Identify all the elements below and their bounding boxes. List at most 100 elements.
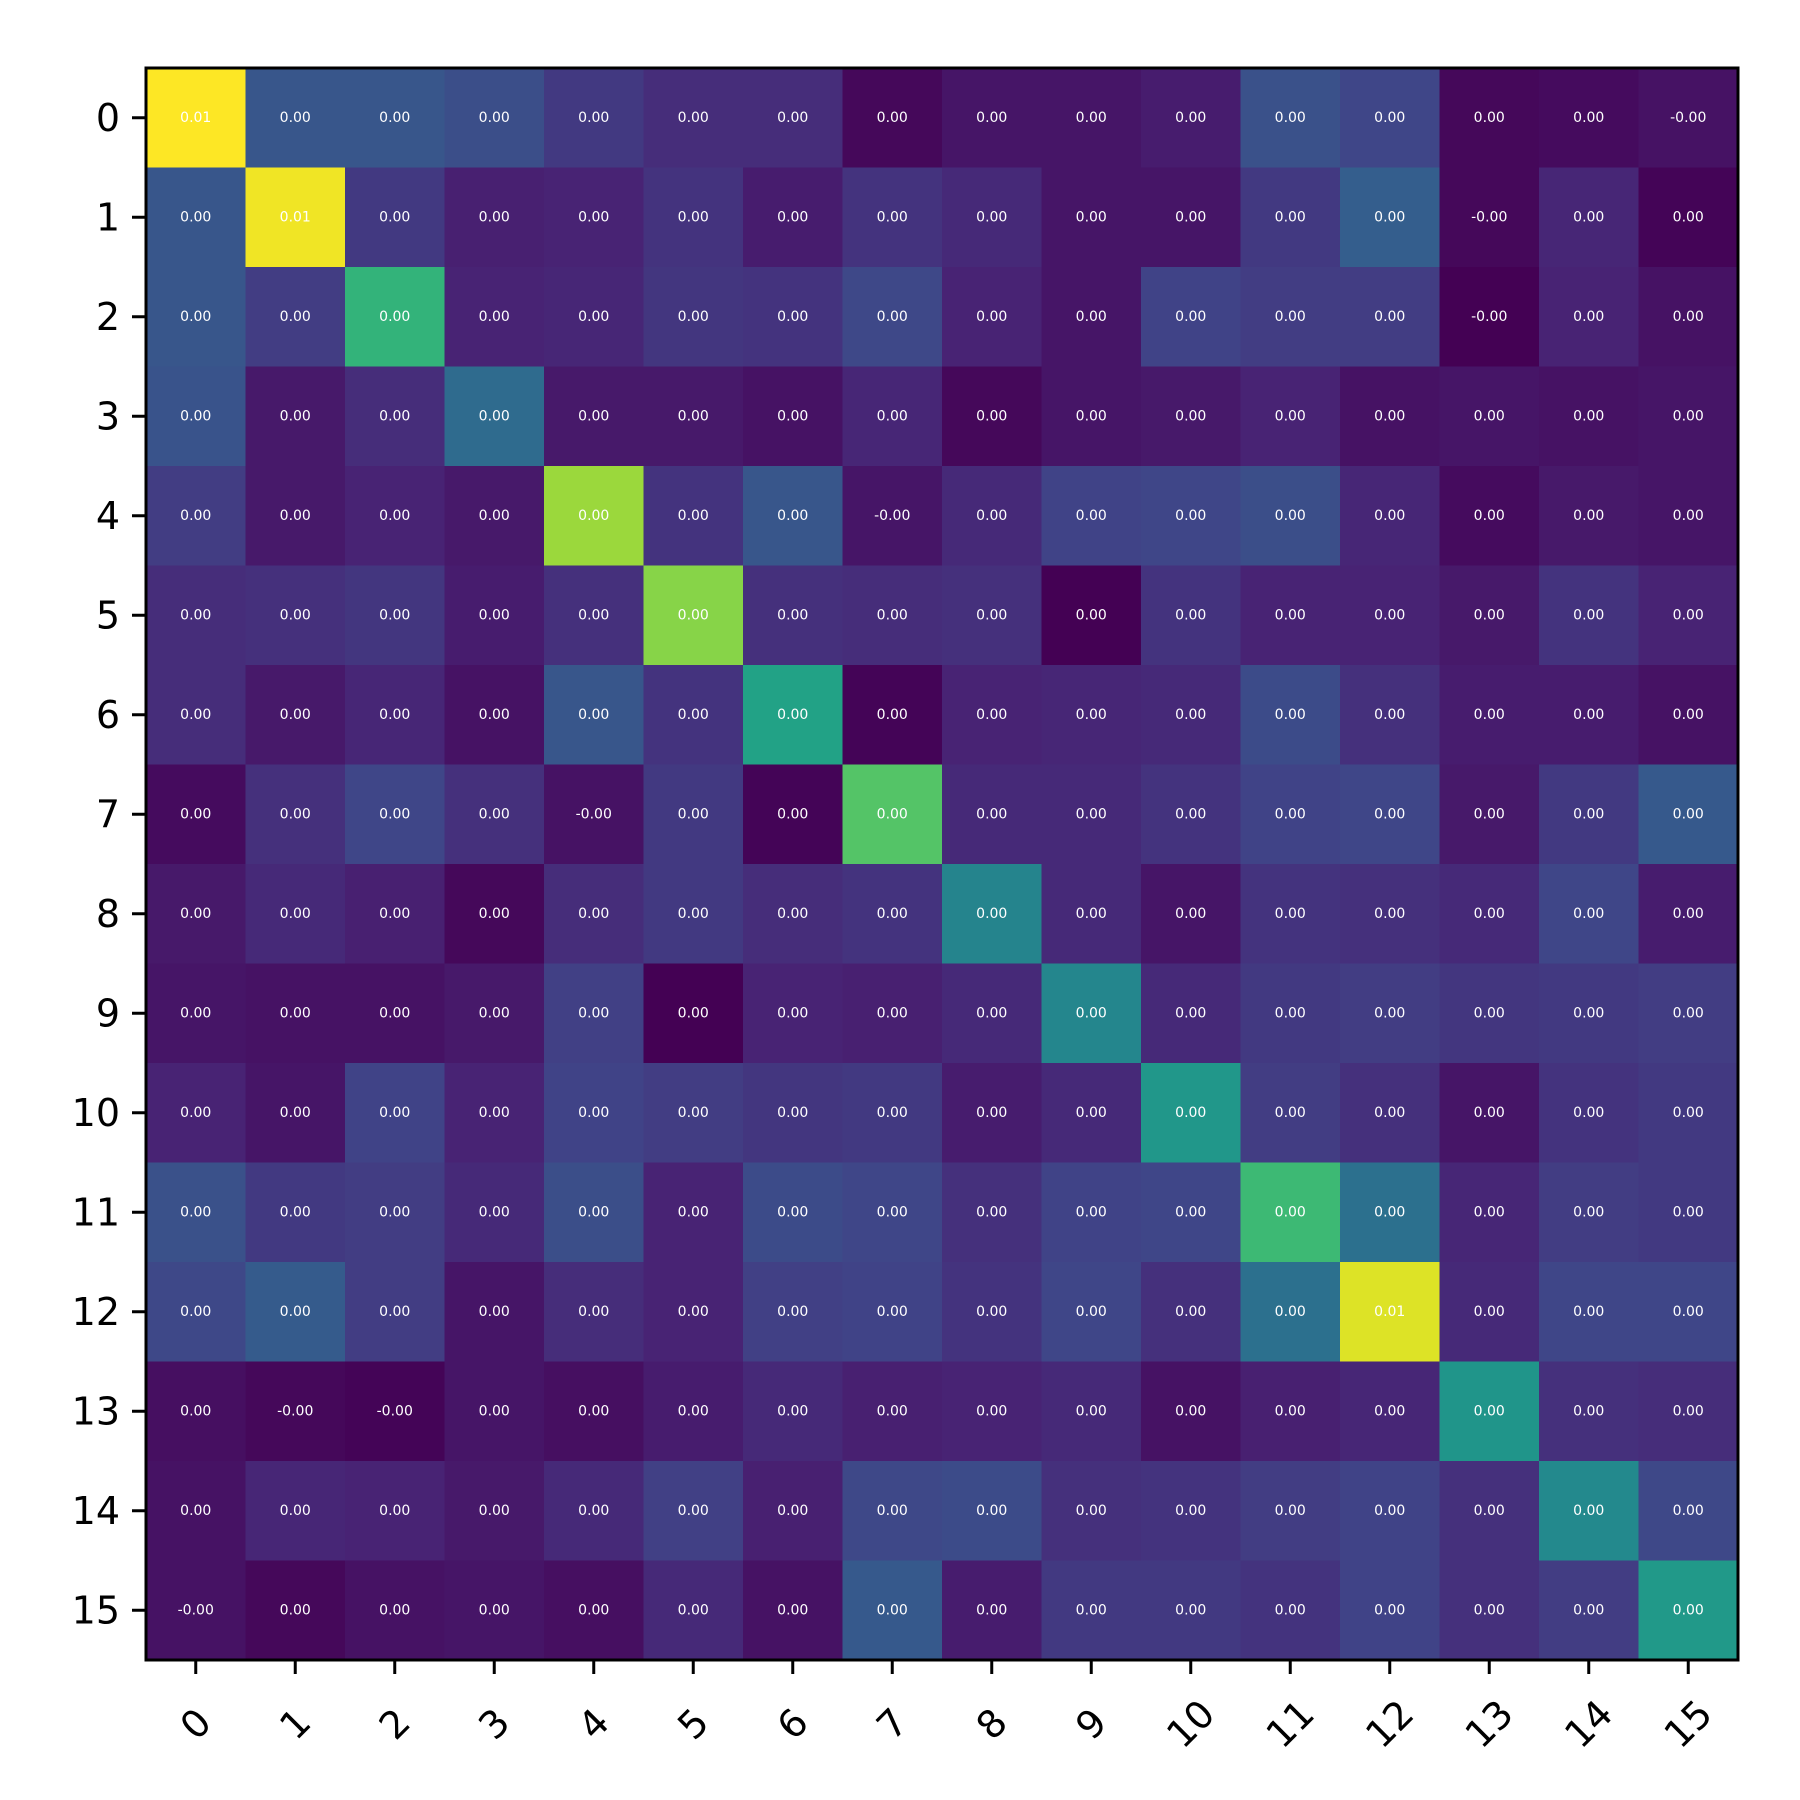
cell-value-label: 0.00	[1474, 1105, 1505, 1121]
heatmap-cell	[842, 267, 943, 367]
heatmap-cell	[1041, 167, 1142, 268]
heatmap-cell	[1041, 565, 1142, 666]
cell-value-label: 0.00	[1275, 508, 1306, 524]
cell-value-label: 0.00	[180, 309, 211, 325]
heatmap-cell	[1439, 1063, 1540, 1163]
heatmap-cell	[345, 167, 445, 268]
cell-value-label: 0.00	[877, 607, 908, 623]
cell-value-label: 0.00	[678, 209, 709, 225]
heatmap-cell	[842, 1461, 943, 1561]
heatmap-cell	[146, 1361, 246, 1462]
cell-value-label: 0.00	[1076, 110, 1107, 126]
cell-value-label: 0.00	[280, 906, 311, 922]
heatmap-cell	[444, 167, 545, 268]
cell-value-label: 0.00	[280, 1503, 311, 1519]
heatmap-cell	[146, 267, 246, 367]
cell-value-label: 0.00	[1275, 309, 1306, 325]
heatmap-cell	[743, 366, 843, 467]
heatmap-cell	[1240, 1063, 1341, 1163]
heatmap-cell	[345, 366, 445, 467]
cell-value-label: 0.00	[1673, 209, 1704, 225]
cell-value-label: 0.00	[877, 806, 908, 822]
heatmap-cell	[1041, 366, 1142, 467]
heatmap-cell	[1439, 963, 1540, 1064]
cell-value-label: 0.00	[976, 110, 1007, 126]
cell-value-label: 0.00	[1573, 906, 1604, 922]
heatmap-cell	[743, 665, 843, 765]
cell-value-label: 0.00	[1573, 1602, 1604, 1618]
x-tick-label: 4	[570, 1700, 618, 1748]
heatmap-cell	[1240, 565, 1341, 666]
x-tick-label: 2	[371, 1700, 419, 1748]
heatmap-cell	[245, 764, 346, 865]
heatmap-cell	[1141, 167, 1241, 268]
y-tick-label: 12	[72, 1290, 120, 1334]
cell-value-label: 0.00	[777, 209, 808, 225]
heatmap-cell	[1539, 764, 1639, 865]
cell-value-label: 0.00	[1175, 110, 1206, 126]
heatmap-cell	[345, 1361, 445, 1462]
cell-value-label: 0.00	[479, 110, 510, 126]
heatmap-cell	[842, 963, 943, 1064]
cell-value-label: 0.00	[777, 110, 808, 126]
heatmap-cell	[1439, 864, 1540, 964]
heatmap-cell	[1539, 68, 1639, 168]
cell-value-label: 0.00	[479, 1304, 510, 1320]
cell-value-label: 0.00	[280, 806, 311, 822]
cell-value-label: 0.00	[976, 906, 1007, 922]
heatmap-cell	[743, 1461, 843, 1561]
heatmap-cell	[146, 764, 246, 865]
heatmap-cell	[1240, 1162, 1341, 1263]
heatmap-cell	[544, 963, 644, 1064]
heatmap-cell	[345, 565, 445, 666]
cell-value-label: 0.00	[1175, 806, 1206, 822]
cell-value-label: 0.00	[1175, 209, 1206, 225]
heatmap-cell	[1041, 665, 1142, 765]
heatmap-cell	[444, 1461, 545, 1561]
cell-value-label: 0.00	[877, 1005, 908, 1021]
heatmap-cell	[1638, 1262, 1739, 1362]
cell-value-label: 0.00	[1673, 607, 1704, 623]
y-tick-label: 10	[72, 1091, 120, 1135]
heatmap-cell	[1539, 1560, 1639, 1661]
heatmap-cell	[1240, 764, 1341, 865]
heatmap-cell	[1539, 1461, 1639, 1561]
cell-value-label: 0.00	[777, 707, 808, 723]
heatmap-cell	[842, 466, 943, 566]
cell-value-label: 0.00	[877, 309, 908, 325]
heatmap-cell	[743, 1262, 843, 1362]
heatmap-cell	[1141, 1162, 1241, 1263]
heatmap-cell	[842, 1560, 943, 1661]
heatmap-cell	[743, 1162, 843, 1263]
x-tick-label: 10	[1158, 1691, 1223, 1756]
heatmap-cell	[544, 466, 644, 566]
cell-value-label: 0.00	[1374, 1403, 1405, 1419]
heatmap-cell	[1240, 864, 1341, 964]
cell-value-label: 0.00	[678, 906, 709, 922]
heatmap-cell	[146, 1461, 246, 1561]
heatmap-cell	[1638, 267, 1739, 367]
heatmap-cell	[1340, 1560, 1440, 1661]
heatmap-cell	[1141, 1560, 1241, 1661]
cell-value-label: 0.00	[777, 309, 808, 325]
heatmap-cell	[942, 466, 1042, 566]
cell-value-label: 0.00	[877, 110, 908, 126]
cell-value-label: 0.00	[1374, 110, 1405, 126]
x-axis: 0 1 2 3 4 5 6 7 8 9 10 11 12 13 14 15	[172, 1660, 1721, 1757]
heatmap-cell	[245, 167, 346, 268]
cell-value-label: 0.00	[1076, 1204, 1107, 1220]
heatmap-cell	[643, 1461, 744, 1561]
cell-value-label: 0.01	[1374, 1304, 1405, 1320]
heatmap-cell	[245, 1361, 346, 1462]
heatmap-cell	[1340, 167, 1440, 268]
cell-value-label: -0.00	[1670, 110, 1706, 126]
heatmap-cell	[1340, 1361, 1440, 1462]
heatmap-cell	[544, 267, 644, 367]
heatmap-cell	[1539, 864, 1639, 964]
heatmap-cell	[1240, 466, 1341, 566]
heatmap-cell	[643, 1162, 744, 1263]
heatmap-cell	[942, 167, 1042, 268]
heatmap-cell	[643, 764, 744, 865]
heatmap-cell	[1141, 1361, 1241, 1462]
cell-value-label: 0.00	[379, 408, 410, 424]
